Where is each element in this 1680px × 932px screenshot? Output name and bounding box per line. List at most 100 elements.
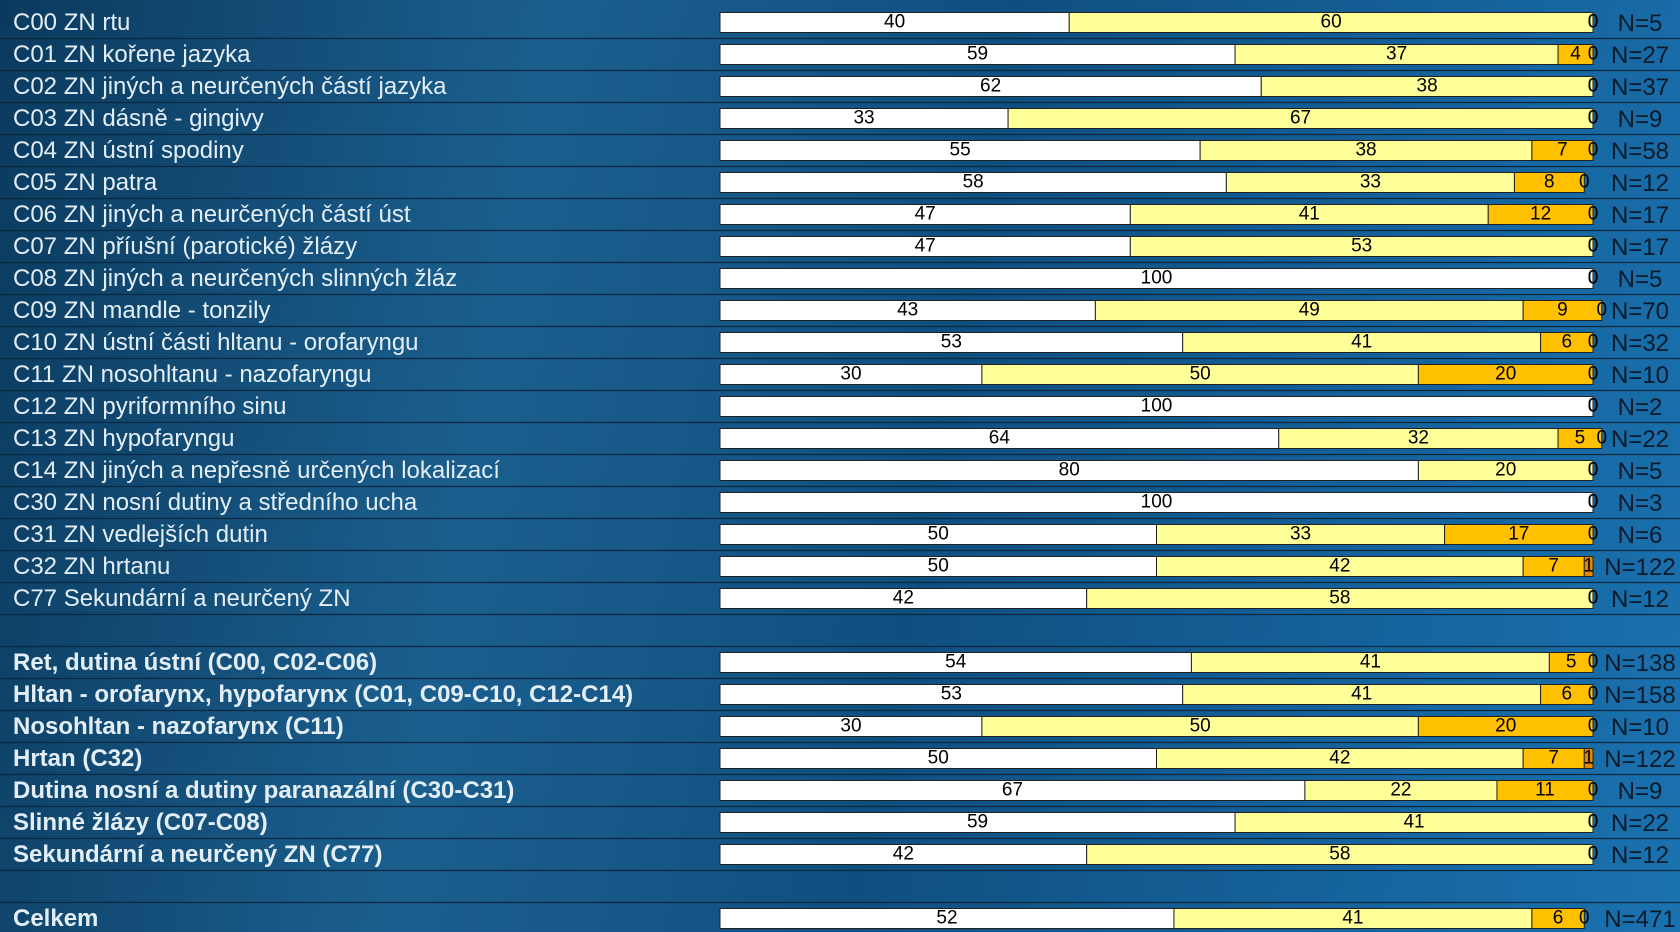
value-label: 30: [840, 364, 861, 385]
bar-segment: [1522, 300, 1603, 321]
value-label: 43: [897, 300, 918, 321]
value-label: 47: [915, 204, 936, 225]
value-label: 55: [950, 140, 971, 161]
n-label: N=10: [1611, 714, 1669, 741]
bar-segment: [1496, 780, 1594, 801]
value-label: 20: [1495, 460, 1516, 481]
value-label: 0: [1588, 780, 1599, 801]
n-label: N=5: [1618, 458, 1663, 485]
bar-segment: [1583, 556, 1594, 577]
value-label: 32: [1408, 428, 1429, 449]
category-label: C03 ZN dásně - gingivy: [13, 105, 264, 132]
category-label: C10 ZN ústní části hltanu - orofaryngu: [13, 329, 419, 356]
bar-segment: [719, 396, 1594, 417]
value-label: 59: [967, 44, 988, 65]
category-label: Dutina nosní a dutiny paranazální (C30-C…: [13, 777, 514, 804]
value-label: 0: [1588, 364, 1599, 385]
bar-segment: [1557, 44, 1594, 65]
value-label: 0: [1588, 844, 1599, 865]
bar-segment: [1513, 172, 1585, 193]
n-label: N=37: [1611, 74, 1669, 101]
value-label: 67: [1002, 780, 1023, 801]
bar-segment: [1129, 236, 1594, 257]
value-label: 0: [1588, 12, 1599, 33]
bar-segment: [1068, 12, 1594, 33]
category-label: C08 ZN jiných a neurčených slinných žláz: [13, 265, 457, 292]
n-label: N=17: [1611, 234, 1669, 261]
value-label: 41: [1351, 684, 1372, 705]
bar-segment: [719, 268, 1594, 289]
n-label: N=158: [1604, 682, 1675, 709]
bar-segment: [1007, 108, 1594, 129]
category-label: C14 ZN jiných a nepřesně určených lokali…: [13, 457, 500, 484]
value-label: 42: [1329, 556, 1350, 577]
value-label: 100: [1141, 268, 1173, 289]
bar-segment: [1086, 844, 1594, 865]
value-label: 37: [1386, 44, 1407, 65]
value-label: 0: [1588, 396, 1599, 417]
value-label: 33: [1360, 172, 1381, 193]
category-label: Hltan - orofarynx, hypofarynx (C01, C09-…: [13, 681, 633, 708]
value-label: 0: [1588, 44, 1599, 65]
n-label: N=3: [1618, 490, 1663, 517]
bar-segment: [1540, 332, 1594, 353]
bar-segment: [1086, 588, 1594, 609]
value-label: 0: [1588, 396, 1599, 417]
bar-segment: [1234, 812, 1594, 833]
value-label: 33: [853, 108, 874, 129]
value-label: 42: [893, 844, 914, 865]
value-label: 54: [945, 652, 967, 673]
value-label: 62: [980, 76, 1001, 97]
value-label: 0: [1588, 460, 1599, 481]
value-label: 52: [936, 908, 957, 929]
category-label: C02 ZN jiných a neurčených částí jazyka: [13, 73, 447, 100]
value-label: 53: [941, 684, 962, 705]
value-label: 5: [1575, 428, 1586, 449]
bar-segment: [1531, 908, 1585, 929]
value-label: 38: [1417, 76, 1438, 97]
n-label: N=17: [1611, 202, 1669, 229]
category-label: Sekundární a neurčený ZN (C77): [13, 841, 382, 868]
bar-segment: [1260, 76, 1594, 97]
category-label: C11 ZN nosohltanu - nazofaryngu: [13, 361, 371, 388]
value-label: 0: [1588, 812, 1599, 833]
value-label: 0: [1588, 396, 1599, 417]
category-label: C06 ZN jiných a neurčených částí úst: [13, 201, 411, 228]
bar-segment: [1531, 140, 1594, 161]
value-label: 0: [1588, 652, 1599, 673]
value-label: 0: [1588, 108, 1599, 129]
value-label: 22: [1390, 780, 1411, 801]
value-label: 0: [1588, 268, 1599, 289]
value-label: 0: [1588, 588, 1599, 609]
value-label: 0: [1588, 812, 1599, 833]
n-label: N=138: [1604, 650, 1675, 677]
bar-segment: [1583, 748, 1594, 769]
value-label: 50: [1190, 364, 1211, 385]
value-label: 49: [1299, 300, 1320, 321]
value-label: 50: [1190, 716, 1211, 737]
value-label: 8: [1544, 172, 1555, 193]
bar-segment: [1540, 684, 1594, 705]
value-label: 0: [1588, 12, 1599, 33]
value-label: 0: [1588, 108, 1599, 129]
bar-segment: [1487, 204, 1594, 225]
value-label: 41: [1360, 652, 1381, 673]
n-label: N=58: [1611, 138, 1669, 165]
n-label: N=5: [1618, 10, 1663, 37]
value-label: 53: [1351, 236, 1372, 257]
value-label: 47: [915, 236, 936, 257]
value-label: 7: [1548, 748, 1559, 769]
value-label: 20: [1495, 364, 1516, 385]
category-label: C77 Sekundární a neurčený ZN: [13, 585, 351, 612]
bar-segment: [719, 492, 1594, 513]
category-label: C32 ZN hrtanu: [13, 553, 170, 580]
value-label: 4: [1570, 44, 1581, 65]
bar-segment: [1417, 364, 1594, 385]
value-label: 7: [1557, 140, 1568, 161]
category-label: C07 ZN příušní (parotické) žlázy: [13, 233, 357, 260]
value-label: 6: [1553, 908, 1564, 929]
n-label: N=12: [1611, 170, 1669, 197]
value-label: 58: [963, 172, 984, 193]
value-label: 41: [1351, 332, 1372, 353]
value-label: 0: [1579, 172, 1590, 193]
